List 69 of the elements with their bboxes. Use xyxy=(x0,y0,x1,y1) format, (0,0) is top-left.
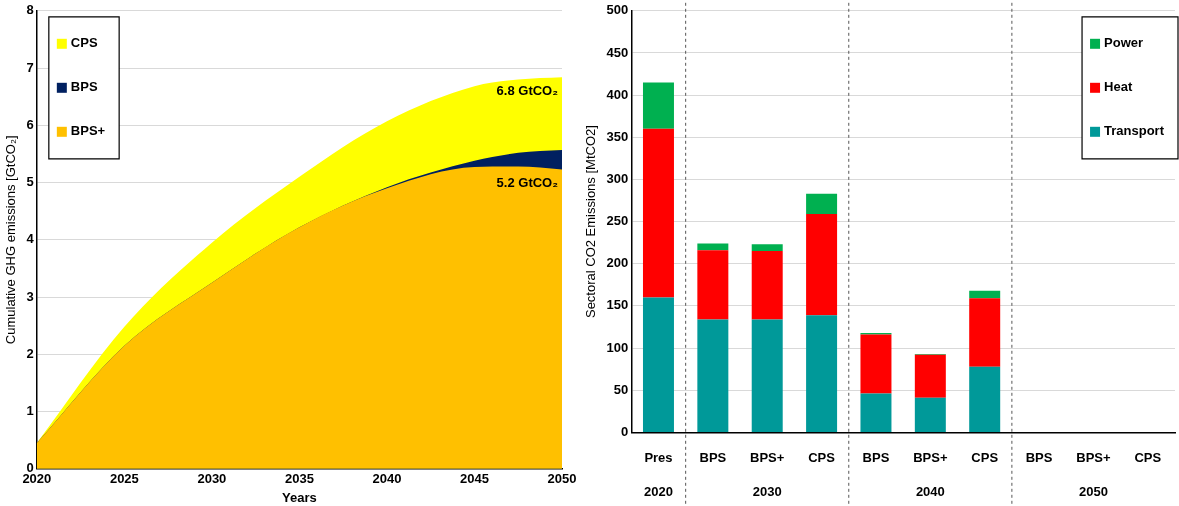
x-tick-label: 2050 xyxy=(547,471,577,487)
x-axis-title: Years xyxy=(282,489,317,505)
x-tick-label: BPS+ xyxy=(913,449,948,465)
bar xyxy=(642,82,674,129)
bar xyxy=(642,128,674,298)
y-tick-label: 150 xyxy=(606,297,629,313)
y-tick-label: 4 xyxy=(26,231,35,247)
bar xyxy=(969,290,1001,299)
bar xyxy=(860,334,892,394)
legend-label: Power xyxy=(1104,35,1144,51)
y-tick-label: 1 xyxy=(26,403,34,419)
y-tick-label: 400 xyxy=(606,86,629,102)
x-tick-label: CPS xyxy=(1134,449,1162,465)
text: 2040 xyxy=(915,483,945,499)
annotation: 5.2 GtCO₂ xyxy=(496,175,559,191)
x-tick-label: CPS xyxy=(971,449,999,465)
y-tick-label: 6 xyxy=(26,116,34,132)
bar xyxy=(806,315,838,432)
bar xyxy=(914,354,946,398)
bar xyxy=(860,393,892,432)
y-tick-label: 8 xyxy=(26,2,34,18)
y-tick-label: 350 xyxy=(606,128,629,144)
y-tick-label: 0 xyxy=(621,423,629,439)
annotation: 6.8 GtCO₂ xyxy=(496,83,559,99)
x-tick-label: 2030 xyxy=(197,471,227,487)
y-tick-label: 300 xyxy=(606,171,629,187)
text: 2030 xyxy=(752,483,782,499)
x-tick-label: BPS xyxy=(1025,449,1053,465)
bar xyxy=(697,319,729,432)
x-tick-label: CPS xyxy=(808,449,836,465)
y-tick-label: 450 xyxy=(606,44,629,60)
y-tick-label: 3 xyxy=(26,288,34,304)
legend-label: BPS xyxy=(70,79,98,95)
x-tick-label: BPS xyxy=(699,449,727,465)
legend-label: BPS+ xyxy=(70,123,106,139)
bar xyxy=(697,250,729,320)
y-tick-label: 200 xyxy=(606,255,629,271)
x-tick-label: BPS+ xyxy=(1076,449,1112,465)
x-tick-label: 2045 xyxy=(460,471,489,487)
bar xyxy=(806,193,838,215)
x-tick-label: 2035 xyxy=(284,471,314,487)
y-axis-title: Cumulative GHG emissions [GtCO₂] xyxy=(3,135,19,345)
y-tick-label: 2 xyxy=(26,345,34,361)
legend-label: CPS xyxy=(70,35,98,51)
x-tick-label: 2025 xyxy=(109,471,139,487)
bar xyxy=(969,298,1001,367)
y-tick-label: 50 xyxy=(613,381,629,397)
x-tick-label: Pres xyxy=(644,449,673,465)
bar xyxy=(751,251,783,320)
bar xyxy=(969,366,1001,432)
bar xyxy=(806,214,838,316)
x-tick-label: 2040 xyxy=(372,471,402,487)
legend-label: Transport xyxy=(1104,123,1165,139)
y-tick-label: 500 xyxy=(606,2,629,18)
x-tick-label: 2020 xyxy=(22,471,52,487)
bar xyxy=(751,319,783,432)
bar xyxy=(642,297,674,432)
x-tick-label: BPS xyxy=(862,449,890,465)
x-tick-label: BPS+ xyxy=(750,449,785,465)
y-tick-label: 100 xyxy=(606,339,629,355)
legend-label: Heat xyxy=(1104,79,1133,95)
bar xyxy=(914,397,946,432)
y-axis-title: Sectoral CO2 Emissions [MtCO2] xyxy=(583,125,599,319)
y-tick-label: 7 xyxy=(26,59,34,75)
y-tick-label: 5 xyxy=(26,174,34,190)
y-tick-label: 250 xyxy=(606,213,629,229)
bar xyxy=(751,244,783,252)
text: 2020 xyxy=(644,483,673,499)
text: 2050 xyxy=(1078,483,1108,499)
